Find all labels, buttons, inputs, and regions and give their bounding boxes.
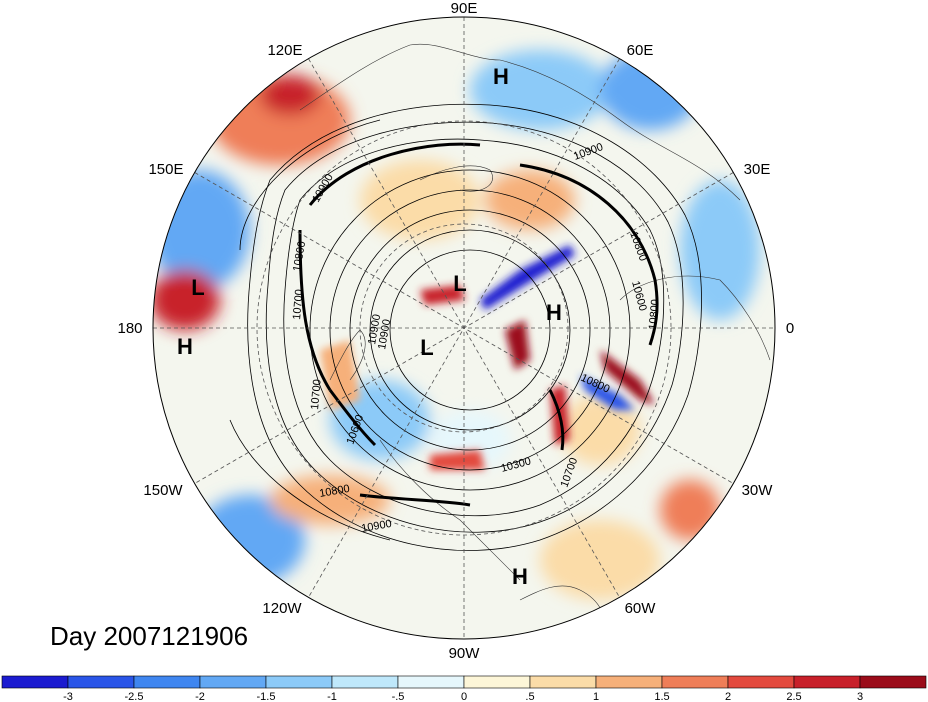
contour-label: 10800 (647, 299, 662, 331)
colorbar-swatch (793, 675, 861, 689)
colorbar-swatch (265, 675, 333, 689)
colorbar-tick-label: 0 (461, 691, 467, 702)
colorbar-swatch (859, 675, 927, 689)
lon-label-180: 180 (117, 320, 142, 337)
high-marker: H (546, 300, 562, 325)
lon-label-150e: 150E (148, 161, 183, 178)
contour-label: 10900 (360, 518, 392, 535)
lon-label-60e: 60E (627, 42, 654, 59)
colorbar-swatch (595, 675, 663, 689)
colorbar-tick-label: -1 (327, 691, 337, 702)
lon-label-60w: 60W (625, 600, 657, 617)
colorbar-swatch (727, 675, 795, 689)
contour-label: 10800 (291, 240, 308, 272)
colorbar-tick-label: 3 (857, 691, 863, 702)
colorbar-swatch (199, 675, 267, 689)
colorbar-swatch (463, 675, 531, 689)
colorbar-swatch (397, 675, 465, 689)
timestamp-label: Day 2007121906 (50, 621, 248, 651)
colorbar-swatch (1, 675, 69, 689)
low-marker: L (453, 271, 466, 296)
map-boundary (152, 16, 776, 640)
lon-label-120e: 120E (267, 42, 302, 59)
contour-label: 10700 (291, 289, 306, 321)
colorbar-tick-label: 2.5 (786, 691, 801, 702)
colorbar-tick-label: -3 (63, 691, 73, 702)
lon-label-30e: 30E (744, 161, 771, 178)
high-marker: H (177, 334, 193, 359)
lon-label-120w: 120W (262, 600, 302, 617)
high-marker: H (493, 64, 509, 89)
colorbar-tick-label: 1.5 (654, 691, 669, 702)
height-contours (229, 103, 702, 551)
contour-label: 10700 (309, 379, 324, 411)
colorbar-swatch (331, 675, 399, 689)
lon-label-90e: 90E (451, 0, 478, 17)
lon-label-30w: 30W (742, 482, 774, 499)
low-marker: L (191, 275, 204, 300)
colorbar-tick-label: -.5 (392, 691, 405, 702)
longitude-labels: 90E 60E 30E 0 30W 60W 90W 120W 150W 180 … (117, 0, 794, 662)
colorbar-tick-label: .5 (525, 691, 534, 702)
colorbar-tick-label: -1.5 (257, 691, 276, 702)
lon-label-150w: 150W (143, 482, 183, 499)
colorbar-swatch (133, 675, 201, 689)
colorbar-swatch (661, 675, 729, 689)
colorbar-tick-label: -2 (195, 691, 205, 702)
high-marker: H (512, 564, 528, 589)
graticule (153, 17, 775, 639)
colorbar-tick-label: 2 (725, 691, 731, 702)
pressure-centers: H H H H L L L (177, 64, 562, 589)
colorbar-tick-label: -2.5 (125, 691, 144, 702)
colorbar-swatch (67, 675, 135, 689)
contour-label: 10900 (366, 313, 383, 345)
contour-label: 10800 (318, 483, 350, 500)
low-marker: L (420, 335, 433, 360)
contour-label: 10900 (376, 318, 393, 350)
colorbar-swatch (529, 675, 597, 689)
lon-label-90w: 90W (449, 645, 481, 662)
colorbar: -3 -2.5 -2 -1.5 -1 -.5 0 .5 1 1.5 2 2.5 3 (1, 675, 927, 702)
colorbar-tick-label: 1 (593, 691, 599, 702)
lon-label-0: 0 (786, 320, 794, 337)
